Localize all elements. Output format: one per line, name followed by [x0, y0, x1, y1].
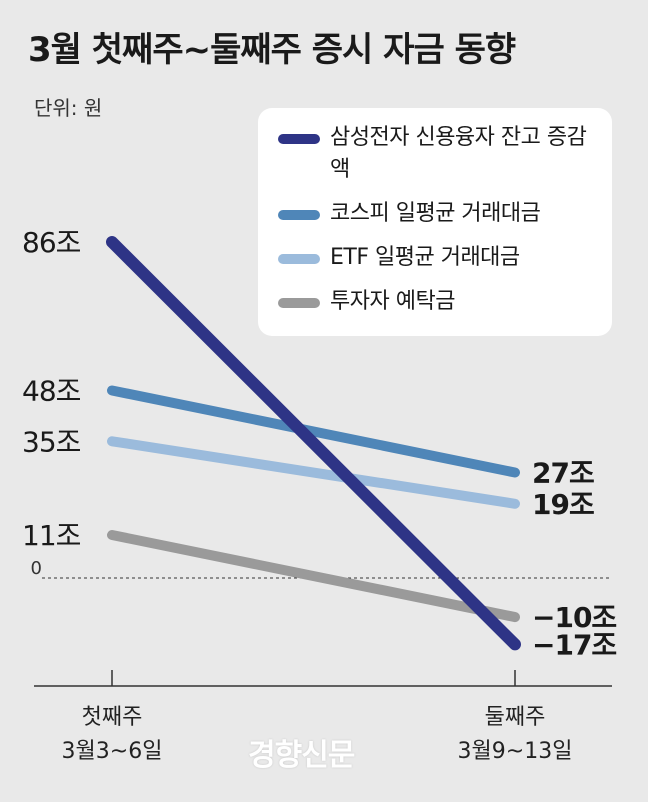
legend-swatch-2 [278, 210, 320, 220]
legend-item-1: 삼성전자 신용융자 잔고 증감액 [278, 122, 598, 186]
data-label-end-3: 19조 [532, 488, 594, 521]
series-line-3 [107, 436, 520, 509]
data-label-end-4: −10조 [532, 601, 616, 634]
legend-label-3: ETF 일평균 거래대금 [330, 245, 520, 270]
x-tick-range-1: 3월3~6일 [62, 739, 163, 764]
x-tick-label-1: 첫째주 [82, 705, 143, 730]
legend-label-1: 삼성전자 신용융자 잔고 증감액 [330, 125, 587, 182]
data-label-start-4: 11조 [22, 519, 81, 552]
legend-swatch-1 [278, 134, 320, 144]
legend-item-2: 코스피 일평균 거래대금 [278, 198, 598, 230]
legend-label-2: 코스피 일평균 거래대금 [330, 201, 541, 226]
series-line-2 [107, 385, 520, 478]
data-label-end-2: 27조 [532, 457, 594, 490]
chart-title: 3월 첫째주~둘째주 증시 자금 동향 [28, 30, 516, 70]
legend-item-3: ETF 일평균 거래대금 [278, 242, 598, 274]
data-label-end-1: −17조 [532, 628, 616, 661]
x-tick-label-2: 둘째주 [485, 705, 546, 730]
legend-swatch-4 [278, 298, 320, 308]
data-label-start-3: 35조 [22, 425, 81, 458]
watermark-logo: 경향신문 [248, 738, 355, 773]
series-line-4 [107, 530, 520, 623]
x-tick-range-2: 3월9~13일 [458, 739, 573, 764]
zero-label: 0 [31, 558, 42, 579]
data-label-start-2: 48조 [22, 374, 81, 407]
data-label-start-1: 86조 [22, 226, 81, 259]
legend-label-4: 투자자 예탁금 [330, 289, 455, 314]
legend-item-4: 투자자 예탁금 [278, 286, 598, 318]
legend-swatch-3 [278, 254, 320, 264]
unit-label: 단위: 원 [34, 96, 103, 120]
series-line-1 [106, 236, 521, 651]
